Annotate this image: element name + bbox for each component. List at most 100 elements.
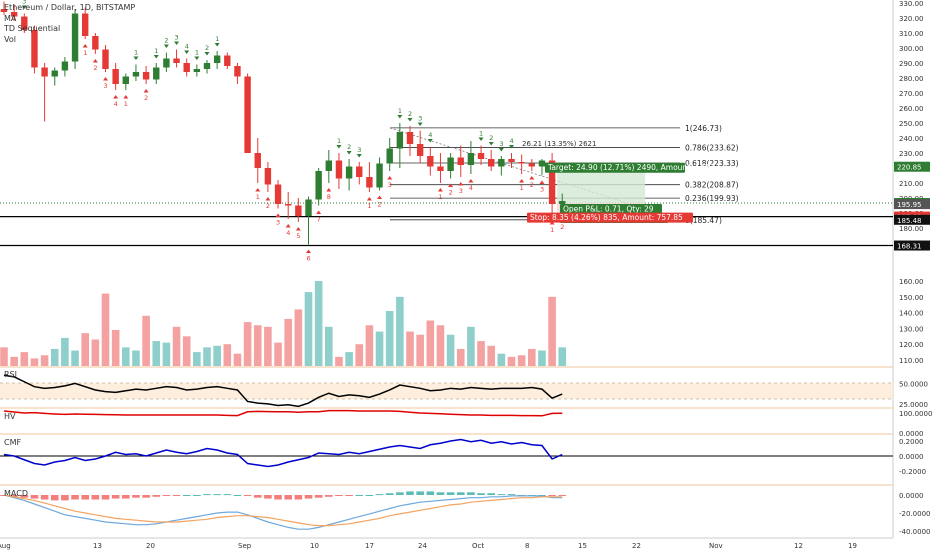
macd-histogram-bar bbox=[487, 493, 495, 495]
hv-line bbox=[3, 409, 563, 417]
td-count-label: 3 bbox=[540, 186, 544, 194]
rsi-label[interactable]: RSI bbox=[4, 370, 17, 379]
fib-level-label: 0.382(208.87) bbox=[685, 181, 739, 190]
candle-body bbox=[467, 153, 475, 165]
volume-bar bbox=[132, 350, 140, 366]
indicator-volume[interactable]: Vol bbox=[4, 34, 16, 44]
candle-body bbox=[498, 159, 505, 167]
hv-label[interactable]: HV bbox=[4, 412, 16, 421]
target-label: Target: 24.90 (12.71%) 2490, Amount: 172… bbox=[547, 163, 722, 172]
td-count-label: 4 bbox=[428, 131, 432, 139]
volume-bar bbox=[223, 344, 232, 366]
td-count-label: 2 bbox=[266, 202, 270, 210]
time-tick-label: Nov bbox=[709, 542, 723, 550]
td-arrow-up-icon bbox=[123, 95, 129, 99]
time-tick-label: 13 bbox=[93, 542, 102, 550]
price-badge-label: 168.31 bbox=[897, 243, 922, 251]
td-arrow-down-icon bbox=[478, 137, 484, 141]
macd-label[interactable]: MACD bbox=[4, 489, 28, 498]
price-tick-label: 180.00 bbox=[899, 225, 924, 233]
hv-tick-label: 100.0000 bbox=[899, 410, 932, 418]
td-arrow-up-icon bbox=[92, 59, 98, 63]
candle-body bbox=[559, 201, 566, 204]
td-count-label: 4 bbox=[185, 43, 189, 51]
td-arrow-down-icon bbox=[204, 52, 210, 56]
price-tick-label: 280.00 bbox=[899, 75, 924, 83]
volume-bar bbox=[517, 355, 526, 366]
volume-tick-label: 150.00 bbox=[899, 294, 924, 302]
td-arrow-down-icon bbox=[509, 145, 514, 149]
td-count-label: 3 bbox=[175, 34, 179, 42]
macd-histogram-bar bbox=[61, 495, 69, 501]
price-tick-label: 210.00 bbox=[899, 180, 924, 188]
fib-level-label: 0.786(233.62) bbox=[685, 144, 739, 153]
candle-body bbox=[437, 166, 444, 171]
candle-body bbox=[142, 72, 150, 80]
td-count-label: 1 bbox=[337, 137, 341, 145]
time-tick-label: Oct bbox=[472, 542, 484, 550]
price-tick-label: 300.00 bbox=[899, 45, 924, 53]
macd-histogram-bar bbox=[152, 495, 161, 497]
macd-histogram-bar bbox=[477, 493, 485, 495]
indicator-ma[interactable]: MA bbox=[4, 13, 17, 23]
macd-histogram-bar bbox=[30, 495, 39, 499]
macd-histogram-bar bbox=[193, 495, 201, 496]
volume-bar bbox=[152, 341, 161, 366]
price-tick-label: 310.00 bbox=[899, 30, 924, 38]
candle-body bbox=[518, 162, 525, 164]
td-arrow-up-icon bbox=[539, 180, 545, 184]
td-arrow-down-icon bbox=[153, 55, 159, 59]
td-count-label: 2 bbox=[560, 223, 564, 231]
td-count-label: 7 bbox=[317, 216, 321, 224]
volume-bar bbox=[122, 347, 130, 366]
td-count-label: 1 bbox=[83, 49, 87, 57]
price-tick-label: 320.00 bbox=[899, 15, 924, 23]
td-arrow-up-icon bbox=[519, 179, 525, 183]
measure-label: 26.21 (13.35%) 2621 bbox=[522, 140, 596, 148]
candle-body bbox=[82, 13, 89, 36]
macd-histogram-bar bbox=[132, 495, 140, 498]
indicator-td-sequential[interactable]: TD Sequential bbox=[4, 24, 61, 33]
candle-body bbox=[345, 166, 353, 179]
volume-bar bbox=[193, 352, 201, 366]
candle-body bbox=[234, 66, 241, 77]
volume-bar bbox=[446, 334, 455, 366]
macd-histogram-bar bbox=[558, 495, 567, 496]
td-count-label: 3 bbox=[499, 140, 503, 148]
td-arrow-up-icon bbox=[306, 249, 311, 253]
macd-histogram-bar bbox=[91, 495, 100, 500]
td-arrow-up-icon bbox=[549, 221, 555, 225]
td-arrow-down-icon bbox=[498, 148, 504, 152]
td-arrow-up-icon bbox=[316, 210, 322, 214]
volume-bar bbox=[253, 325, 262, 366]
volume-bar bbox=[558, 347, 567, 366]
macd-histogram-bar bbox=[81, 495, 89, 500]
volume-bar bbox=[345, 352, 353, 366]
td-arrow-down-icon bbox=[214, 43, 220, 47]
volume-bar bbox=[304, 292, 313, 366]
time-tick-label: Sep bbox=[238, 542, 252, 550]
td-arrow-down-icon bbox=[163, 44, 169, 48]
candle-body bbox=[528, 163, 535, 167]
td-arrow-up-icon bbox=[103, 77, 108, 81]
candle-body bbox=[132, 72, 140, 77]
macd-histogram-bar bbox=[446, 492, 455, 495]
stop-label-box bbox=[527, 212, 693, 223]
td-count-label: 8 bbox=[327, 193, 331, 201]
price-tick-label: 230.00 bbox=[899, 150, 924, 158]
td-count-label: 1 bbox=[479, 130, 483, 138]
price-badge-label: 220.85 bbox=[897, 164, 922, 172]
volume-bar bbox=[487, 345, 495, 366]
macd-histogram-bar bbox=[426, 491, 435, 495]
candle-body bbox=[416, 144, 424, 156]
td-count-label: 3 bbox=[459, 187, 463, 195]
td-count-label: 1 bbox=[256, 193, 260, 201]
td-arrow-down-icon bbox=[417, 122, 423, 126]
td-count-label: 3 bbox=[104, 82, 108, 90]
cmf-label[interactable]: CMF bbox=[4, 438, 22, 447]
fib-level-label: 0.618(223.33) bbox=[685, 159, 739, 168]
hv-tick-label: 0.0000 bbox=[899, 430, 924, 438]
td-count-label: 1 bbox=[367, 202, 371, 210]
macd-histogram-bar bbox=[71, 495, 79, 500]
